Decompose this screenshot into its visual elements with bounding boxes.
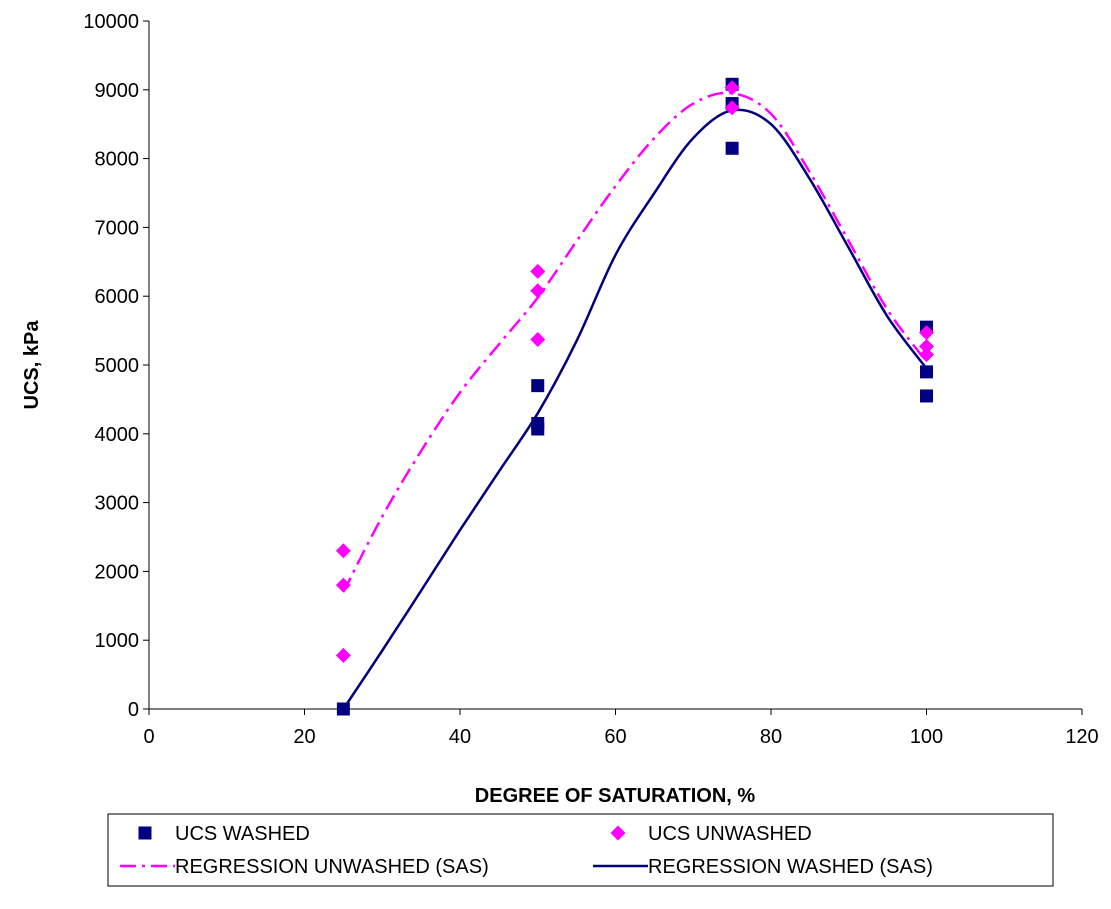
unwashed-point bbox=[919, 338, 934, 354]
legend-label: UCS UNWASHED bbox=[648, 823, 812, 845]
y-tick-label: 4000 bbox=[95, 424, 140, 446]
regression-washed-line bbox=[342, 108, 928, 710]
x-tick-label: 120 bbox=[1065, 726, 1098, 748]
x-tick-label: 80 bbox=[760, 726, 782, 748]
data-points bbox=[335, 77, 934, 716]
regression-unwashed-line bbox=[342, 91, 928, 593]
y-tick-label: 8000 bbox=[95, 149, 140, 171]
legend-label: REGRESSION WASHED (SAS) bbox=[648, 856, 933, 878]
x-tick-label: 60 bbox=[604, 726, 626, 748]
y-tick-label: 1000 bbox=[95, 630, 140, 652]
x-tick-label: 100 bbox=[910, 726, 943, 748]
y-tick-label: 7000 bbox=[95, 217, 140, 239]
y-tick-label: 5000 bbox=[95, 355, 140, 377]
y-tick-label: 0 bbox=[128, 699, 139, 721]
washed-point bbox=[920, 389, 933, 403]
washed-point bbox=[336, 702, 350, 716]
unwashed-point bbox=[530, 263, 546, 279]
unwashed-point bbox=[919, 347, 934, 363]
washed-point bbox=[531, 379, 545, 393]
y-axis-label: UCS, kPa bbox=[21, 320, 43, 410]
y-tick-label: 6000 bbox=[95, 286, 140, 308]
unwashed-point bbox=[724, 80, 740, 96]
unwashed-point bbox=[335, 577, 351, 593]
y-tick-label: 3000 bbox=[95, 493, 140, 515]
legend-label: UCS WASHED bbox=[175, 823, 310, 845]
legend-label: REGRESSION UNWASHED (SAS) bbox=[175, 856, 489, 878]
axes bbox=[148, 21, 1082, 710]
legend-box bbox=[107, 813, 1054, 887]
x-tick-label: 20 bbox=[293, 726, 315, 748]
y-ticks: 0 1000 2000 3000 4000 5000 6000 7000 8000 9000 100… bbox=[83, 11, 149, 721]
unwashed-point bbox=[724, 100, 740, 116]
x-tick-label: 0 bbox=[143, 726, 154, 748]
legend-marker-unwashed bbox=[610, 825, 626, 841]
unwashed-point bbox=[919, 325, 934, 341]
x-axis-label: DEGREE OF SATURATION, % bbox=[475, 785, 756, 807]
y-tick-label: 10000 bbox=[83, 11, 139, 33]
unwashed-point bbox=[335, 647, 351, 663]
x-tick-label: 40 bbox=[449, 726, 471, 748]
unwashed-point bbox=[530, 332, 546, 348]
legend: UCS WASHED UCS UNWASHED REGRESSION UNWASHE… bbox=[107, 813, 1054, 887]
legend-marker-washed bbox=[138, 826, 152, 840]
unwashed-point bbox=[335, 543, 351, 559]
washed-point bbox=[531, 422, 545, 436]
regression-lines bbox=[342, 91, 928, 710]
y-tick-label: 9000 bbox=[95, 80, 140, 102]
washed-point bbox=[920, 365, 933, 379]
x-ticks: 0 20 40 60 80 100 120 bbox=[143, 709, 1099, 748]
washed-point bbox=[725, 141, 739, 155]
unwashed-point bbox=[530, 283, 546, 299]
y-tick-label: 2000 bbox=[95, 561, 140, 583]
